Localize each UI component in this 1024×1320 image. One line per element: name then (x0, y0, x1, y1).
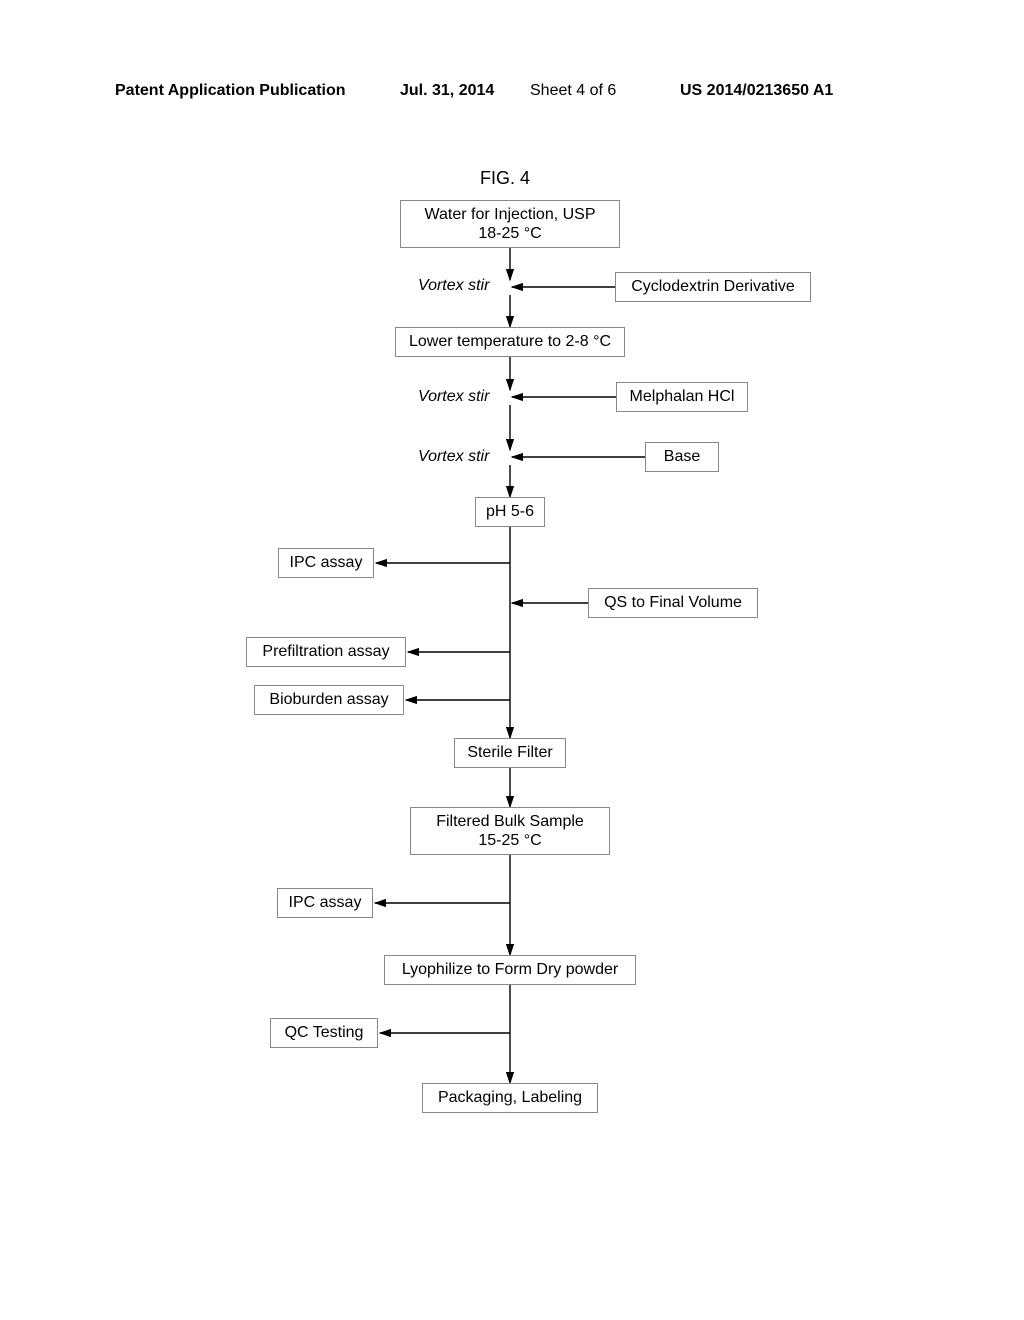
node-start: Water for Injection, USP18-25 °C (400, 200, 620, 248)
label-vortex-1: Vortex stir (418, 277, 489, 295)
figure-title: FIG. 4 (480, 168, 530, 189)
node-ipc2: IPC assay (277, 888, 373, 918)
node-prefilt: Prefiltration assay (246, 637, 406, 667)
node-bioburden: Bioburden assay (254, 685, 404, 715)
node-qc: QC Testing (270, 1018, 378, 1048)
node-cd: Cyclodextrin Derivative (615, 272, 811, 302)
label-vortex-3: Vortex stir (418, 448, 489, 466)
label-vortex-2: Vortex stir (418, 388, 489, 406)
node-ph: pH 5-6 (475, 497, 545, 527)
node-sterile: Sterile Filter (454, 738, 566, 768)
node-packaging: Packaging, Labeling (422, 1083, 598, 1113)
header-sheet: Sheet 4 of 6 (530, 82, 616, 100)
flowchart-lines (0, 0, 1024, 1320)
header-docnum: US 2014/0213650 A1 (680, 82, 833, 100)
node-ipc1: IPC assay (278, 548, 374, 578)
node-lowtemp: Lower temperature to 2-8 °C (395, 327, 625, 357)
node-melphalan: Melphalan HCl (616, 382, 748, 412)
node-filtered: Filtered Bulk Sample15-25 °C (410, 807, 610, 855)
header-publication: Patent Application Publication (115, 82, 346, 100)
node-lyophilize: Lyophilize to Form Dry powder (384, 955, 636, 985)
node-qs: QS to Final Volume (588, 588, 758, 618)
page: Patent Application Publication Jul. 31, … (0, 0, 1024, 1320)
node-base: Base (645, 442, 719, 472)
header-date: Jul. 31, 2014 (400, 82, 494, 100)
